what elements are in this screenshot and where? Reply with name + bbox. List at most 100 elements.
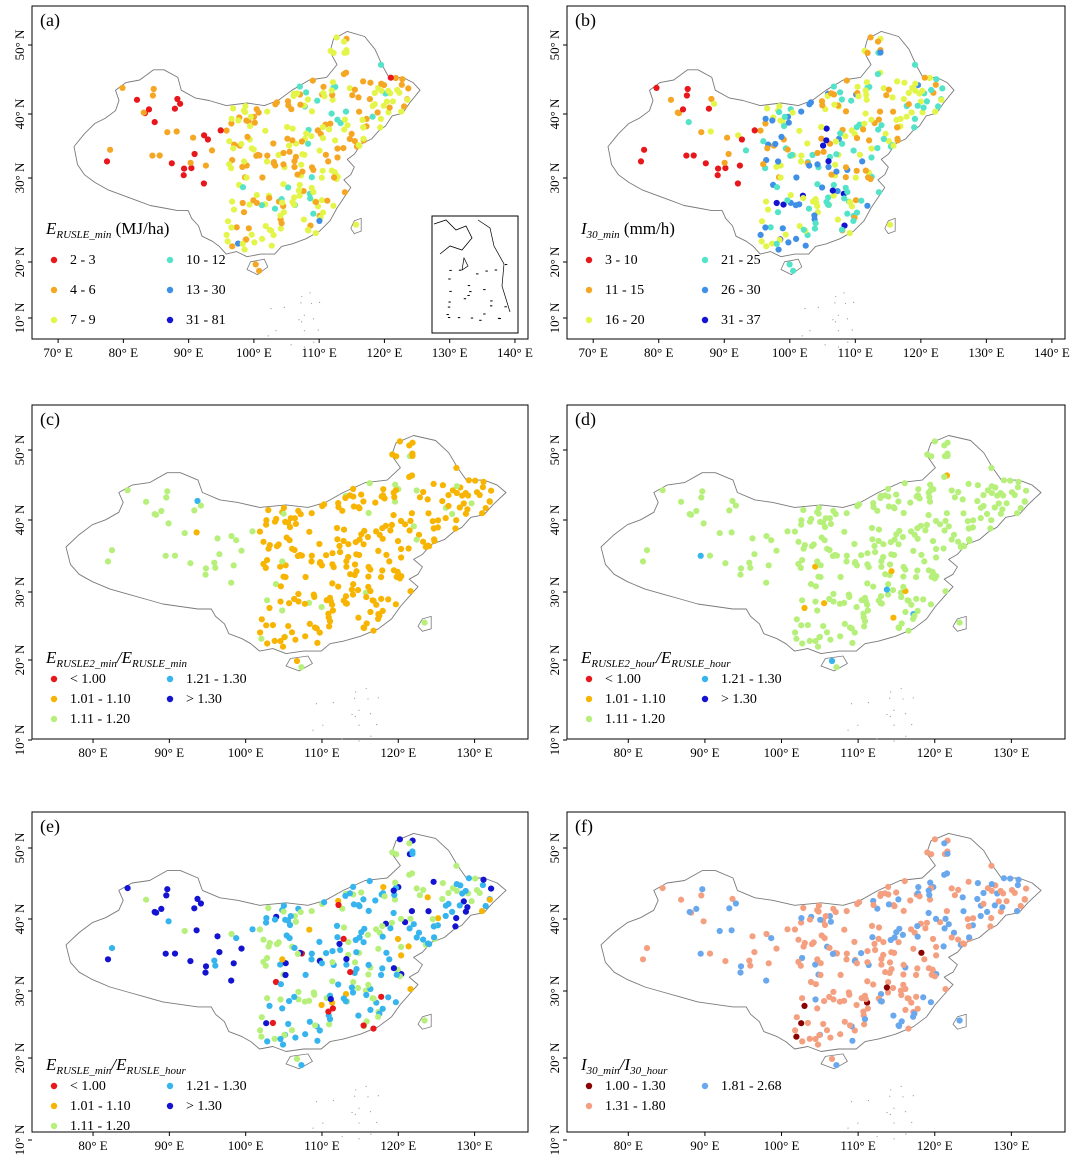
lon-tick-label: 80° E — [109, 345, 138, 360]
station-point — [798, 919, 805, 926]
island-speck — [834, 302, 836, 304]
station-point — [816, 1032, 823, 1039]
station-point — [875, 126, 882, 133]
station-point — [988, 887, 995, 895]
station-point — [230, 105, 237, 112]
station-point — [482, 902, 489, 910]
station-point — [233, 935, 240, 942]
island-speck — [893, 1107, 895, 1109]
station-point — [955, 488, 962, 496]
station-point — [393, 971, 400, 978]
station-point — [933, 545, 940, 553]
lat-tick-label: 20° N — [547, 644, 562, 675]
station-point — [858, 552, 865, 559]
station-point — [314, 639, 321, 647]
station-point — [814, 181, 821, 188]
legend-swatch — [50, 675, 58, 683]
station-point — [893, 491, 900, 498]
station-point — [980, 502, 987, 510]
station-point — [823, 125, 830, 132]
station-point — [853, 562, 861, 569]
station-point — [377, 115, 384, 122]
panel-frame — [566, 404, 1066, 740]
station-point — [870, 981, 877, 988]
legend-label: 21 - 25 — [721, 253, 761, 268]
station-point — [283, 932, 290, 939]
legend-item: 11 - 15 — [585, 283, 644, 298]
island-speck — [834, 321, 837, 323]
station-point — [151, 908, 158, 916]
lon-tick-label: 80° E — [78, 745, 107, 760]
station-point — [1003, 500, 1010, 507]
legend-swatch — [50, 695, 58, 703]
station-point — [729, 497, 736, 505]
station-point — [294, 552, 301, 560]
island-speck — [911, 723, 913, 726]
station-point — [353, 966, 360, 973]
station-point — [960, 908, 967, 915]
station-point — [200, 180, 207, 187]
station-point — [360, 135, 367, 142]
station-point — [932, 517, 940, 525]
station-point — [226, 138, 233, 145]
station-point — [853, 604, 860, 611]
station-point — [429, 518, 436, 525]
station-point — [820, 623, 827, 630]
station-point — [841, 195, 848, 202]
station-point — [151, 510, 158, 518]
panel-label: (e) — [40, 816, 60, 837]
island-speck — [893, 740, 895, 742]
station-point — [244, 133, 251, 140]
station-point — [365, 583, 372, 591]
station-point — [908, 926, 915, 933]
station-point — [795, 936, 802, 943]
island-speck — [876, 1136, 878, 1138]
station-point — [977, 912, 984, 920]
lat-tick-label: 20° N — [547, 246, 562, 277]
station-point — [814, 643, 822, 650]
station-point — [308, 956, 315, 963]
station-point — [425, 908, 432, 915]
lon-tick-label: 130° E — [993, 745, 1029, 760]
station-point — [997, 887, 1004, 895]
station-point — [878, 122, 885, 129]
station-point — [351, 959, 359, 966]
station-point — [974, 895, 981, 903]
station-point — [921, 558, 928, 565]
legend-item: < 1.00 — [585, 672, 641, 687]
station-point — [286, 148, 293, 155]
station-point — [1014, 484, 1022, 491]
station-point — [472, 875, 479, 882]
station-point — [895, 939, 902, 946]
station-point — [787, 192, 794, 199]
station-point — [104, 956, 112, 963]
station-point — [181, 165, 188, 172]
station-point — [860, 610, 867, 617]
inset-island-dash — [489, 305, 493, 307]
legend-label: 7 - 9 — [70, 313, 96, 328]
station-point — [779, 225, 786, 232]
station-point — [280, 161, 287, 168]
station-point — [311, 624, 319, 631]
station-point — [905, 597, 912, 604]
station-point — [844, 210, 851, 217]
legend-label: 3 - 10 — [605, 253, 638, 268]
station-point — [350, 581, 357, 588]
station-point — [843, 908, 850, 915]
station-point — [149, 92, 156, 99]
station-point — [878, 956, 885, 963]
station-point — [833, 664, 840, 671]
station-point — [901, 878, 908, 885]
station-point — [955, 538, 962, 545]
station-point — [479, 882, 486, 889]
lat-tick-label: 20° N — [547, 1042, 562, 1073]
station-point — [212, 962, 219, 969]
station-point — [908, 109, 915, 116]
station-point — [777, 174, 784, 181]
station-point — [905, 995, 912, 1002]
station-point — [866, 137, 873, 144]
station-point — [280, 149, 287, 157]
legend-swatch — [585, 715, 593, 723]
station-point — [769, 240, 776, 247]
station-point — [272, 581, 280, 588]
